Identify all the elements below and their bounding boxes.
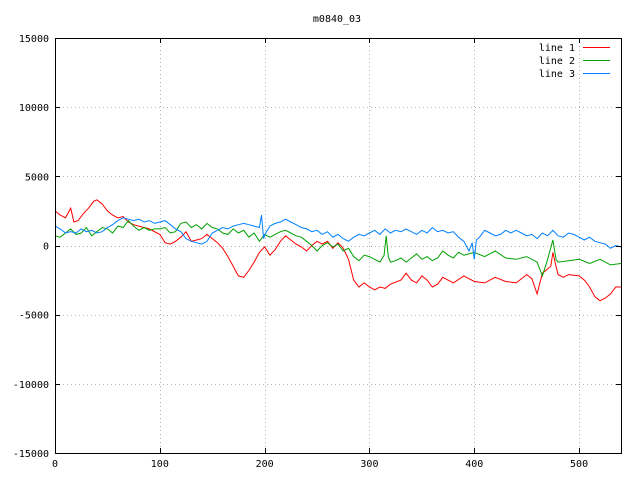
legend-label-3: line 3 xyxy=(539,69,575,80)
x-tick-label: 500 xyxy=(570,459,588,470)
legend-label-1: line 1 xyxy=(539,43,575,54)
series-lines xyxy=(54,199,622,302)
plot-frame xyxy=(55,38,622,454)
y-tick-label: -15000 xyxy=(13,449,49,460)
x-tick-label: 200 xyxy=(256,459,274,470)
x-tick-label: 300 xyxy=(360,459,378,470)
y-tick-label: 10000 xyxy=(19,103,49,114)
series-line-3 xyxy=(54,215,622,260)
y-tick-label: -5000 xyxy=(19,311,49,322)
grid-lines xyxy=(55,38,621,453)
y-tick-label: 0 xyxy=(43,242,49,253)
chart-title: m0840_03 xyxy=(313,14,361,25)
legend-label-2: line 2 xyxy=(539,56,575,67)
legend: line 1 line 2 line 3 xyxy=(539,43,610,80)
x-tick-label: 400 xyxy=(465,459,483,470)
y-tick-label: -10000 xyxy=(13,380,49,391)
series-line-1 xyxy=(54,199,621,302)
series-line-2 xyxy=(54,219,622,278)
x-tick-label: 100 xyxy=(151,459,169,470)
axis-ticks: 0 100 200 300 400 500 -15000 -10000 -5000 0 5000 10… xyxy=(13,34,621,470)
y-tick-label: 15000 xyxy=(19,34,49,45)
y-tick-label: 5000 xyxy=(25,172,49,183)
x-tick-label: 0 xyxy=(52,459,58,470)
